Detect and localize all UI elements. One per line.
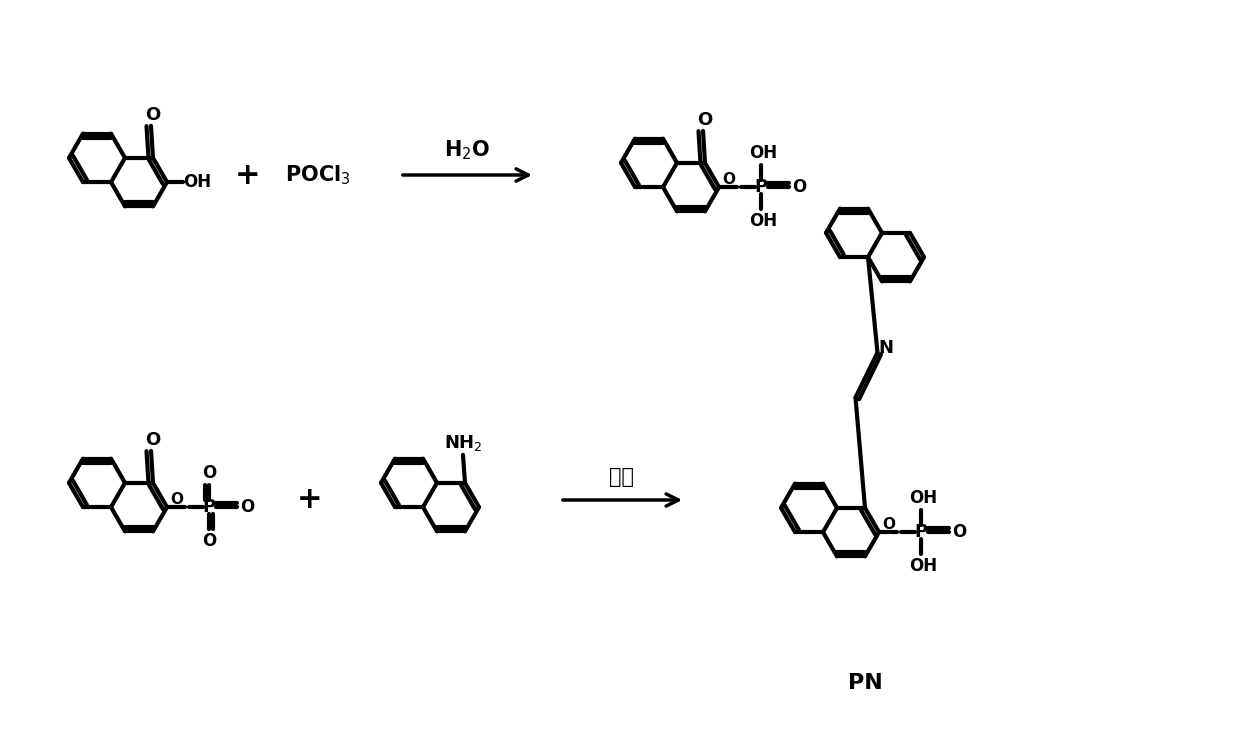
Text: NH$_2$: NH$_2$ — [444, 433, 482, 453]
Text: O: O — [239, 498, 254, 516]
Text: O: O — [697, 111, 713, 129]
Text: +: + — [298, 486, 322, 514]
Text: OH: OH — [909, 489, 937, 507]
Text: O: O — [145, 106, 161, 124]
Text: O: O — [145, 431, 161, 449]
Text: OH: OH — [909, 557, 937, 575]
Text: OH: OH — [749, 144, 777, 162]
Text: N: N — [878, 339, 893, 356]
Text: O: O — [883, 517, 895, 531]
Text: H$_2$O: H$_2$O — [444, 138, 490, 162]
Text: +: + — [236, 160, 260, 190]
Text: O: O — [202, 464, 216, 482]
Text: PN: PN — [848, 673, 883, 693]
Text: O: O — [792, 178, 806, 196]
Text: POCl$_3$: POCl$_3$ — [285, 163, 351, 187]
Text: OH: OH — [749, 212, 777, 230]
Text: P: P — [914, 523, 928, 541]
Text: OH: OH — [184, 173, 211, 191]
Text: 甲醇: 甲醇 — [610, 467, 635, 487]
Text: O: O — [202, 532, 216, 550]
Text: P: P — [754, 178, 768, 196]
Text: O: O — [171, 492, 184, 506]
Text: P: P — [202, 498, 216, 516]
Text: O: O — [723, 172, 735, 187]
Text: O: O — [952, 523, 966, 541]
